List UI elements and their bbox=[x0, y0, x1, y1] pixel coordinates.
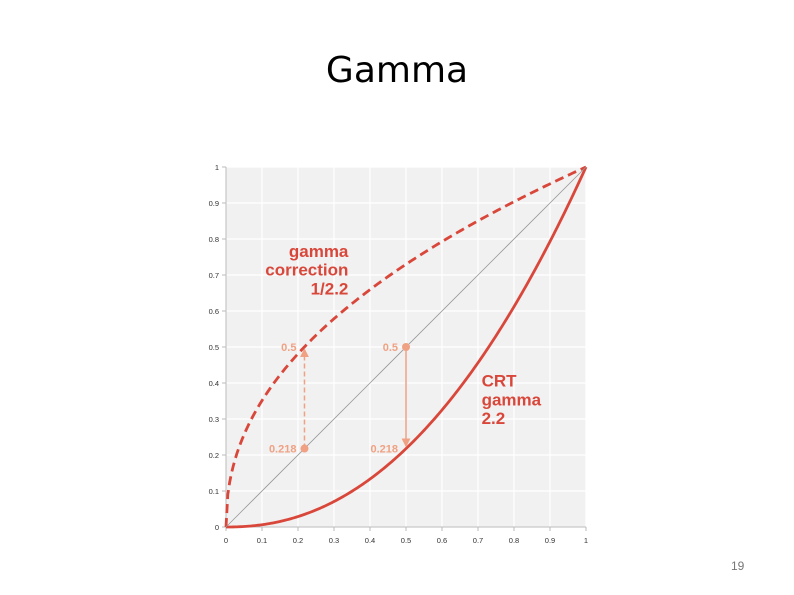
curve-annotation-line: correction bbox=[265, 261, 348, 280]
y-tick-label: 0.7 bbox=[209, 271, 219, 280]
curve-annotation-line: 2.2 bbox=[482, 409, 506, 428]
curve-annotation: CRT gamma 2.2 bbox=[482, 372, 542, 428]
y-tick-label: 0.5 bbox=[209, 343, 219, 352]
x-tick-label: 0.1 bbox=[257, 536, 267, 545]
markers: 0.218 0.5 0.5 0.218 bbox=[269, 342, 411, 456]
gamma-chart-svg: 0 0.1 0.2 0.3 0.4 0.5 0.6 0.7 0.8 0.9 1 0 0.1 0.2 0.3… bbox=[209, 163, 589, 545]
series-line-solid bbox=[226, 166, 588, 529]
guide-label-from: 0.5 bbox=[383, 342, 398, 354]
x-tick-label: 0.8 bbox=[509, 536, 519, 545]
x-tick-label: 0.2 bbox=[293, 536, 303, 545]
guide-label-to: 0.5 bbox=[281, 342, 296, 354]
guide-point bbox=[402, 343, 410, 351]
x-tick-label: 1 bbox=[584, 536, 588, 545]
x-tick-label: 0.9 bbox=[545, 536, 555, 545]
y-tick-label: 0.9 bbox=[209, 199, 219, 208]
y-tick-label: 0.2 bbox=[209, 451, 219, 460]
guide-label-to: 0.218 bbox=[370, 444, 398, 456]
y-tick-label: 0.6 bbox=[209, 307, 219, 316]
curve-annotation-line: CRT bbox=[482, 372, 518, 391]
y-axis-ticks: 0 0.1 0.2 0.3 0.4 0.5 0.6 0.7 0.8 0.9 1 bbox=[209, 163, 226, 532]
x-tick-label: 0 bbox=[224, 536, 228, 545]
y-tick-label: 0.4 bbox=[209, 379, 219, 388]
x-tick-label: 0.7 bbox=[473, 536, 483, 545]
curve-annotation-line: gamma bbox=[482, 390, 542, 409]
curve-annotation-line: 1/2.2 bbox=[311, 279, 349, 298]
slide-title: Gamma bbox=[325, 50, 469, 91]
curve-annotation-line: gamma bbox=[289, 242, 349, 261]
gamma-chart: 0 0.1 0.2 0.3 0.4 0.5 0.6 0.7 0.8 0.9 1 0 0.1 0.2 0.3… bbox=[195, 155, 600, 555]
y-tick-label: 0.8 bbox=[209, 235, 219, 244]
y-tick-label: 1 bbox=[215, 163, 219, 172]
y-tick-label: 0.3 bbox=[209, 415, 219, 424]
guide-point bbox=[300, 444, 309, 453]
series-line-dashed bbox=[224, 165, 587, 528]
x-tick-label: 0.6 bbox=[437, 536, 447, 545]
x-axis-ticks: 0 0.1 0.2 0.3 0.4 0.5 0.6 0.7 0.8 0.9 1 bbox=[224, 527, 588, 545]
x-tick-label: 0.3 bbox=[329, 536, 339, 545]
x-tick-label: 0.4 bbox=[365, 536, 375, 545]
guide-label-from: 0.218 bbox=[269, 444, 297, 456]
x-tick-label: 0.5 bbox=[401, 536, 411, 545]
y-tick-label: 0.1 bbox=[209, 487, 219, 496]
page-number: 19 bbox=[731, 559, 745, 573]
y-tick-label: 0 bbox=[215, 523, 219, 532]
curve-annotation: gamma correction 1/2.2 bbox=[265, 242, 349, 298]
